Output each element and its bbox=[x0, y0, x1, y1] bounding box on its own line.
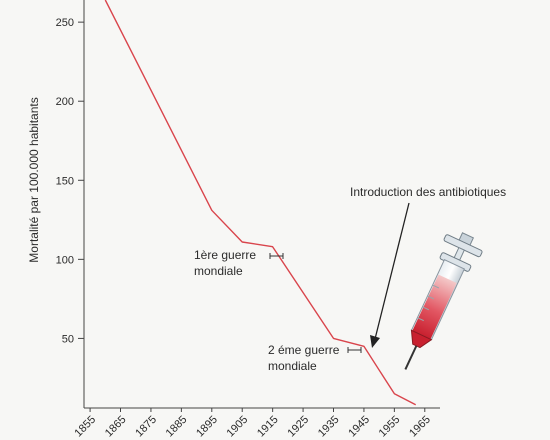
x-tick-label: 1865 bbox=[103, 414, 129, 440]
ww2-range-marker bbox=[347, 347, 362, 353]
annotation-ww2: 2 éme guerre mondiale bbox=[268, 343, 362, 373]
y-tick-label: 200 bbox=[56, 96, 74, 108]
antibiotics-arrow-head bbox=[370, 335, 380, 348]
antibiotics-label: Introduction des antibiotiques bbox=[350, 185, 506, 199]
y-tick-label: 150 bbox=[56, 175, 74, 187]
ww1-range-marker bbox=[269, 253, 284, 259]
y-axis-title: Mortalité par 100.000 habitants bbox=[27, 97, 41, 262]
x-tick-label: 1855 bbox=[72, 414, 98, 440]
x-tick-label: 1885 bbox=[164, 414, 190, 440]
x-tick-label: 1875 bbox=[133, 414, 159, 440]
ww1-label-line2: mondiale bbox=[194, 264, 243, 278]
x-tick-label: 1965 bbox=[407, 414, 433, 440]
y-tick-label: 50 bbox=[62, 333, 74, 345]
antibiotics-arrow-shaft bbox=[374, 202, 410, 340]
x-tick-label: 1925 bbox=[285, 414, 311, 440]
axes bbox=[83, 0, 440, 409]
ww1-label-line1: 1ère guerre bbox=[194, 248, 256, 262]
annotation-ww1: 1ère guerre mondiale bbox=[194, 248, 284, 278]
y-tick-label: 100 bbox=[56, 254, 74, 266]
x-tick-label: 1905 bbox=[225, 414, 251, 440]
x-tick-label: 1915 bbox=[255, 414, 281, 440]
series-line-0 bbox=[104, 0, 417, 406]
x-tick-label: 1935 bbox=[316, 414, 342, 440]
y-ticks: 50 100 150 200 250 bbox=[56, 17, 84, 345]
syringe-illustration bbox=[404, 232, 483, 370]
x-tick-label: 1955 bbox=[377, 414, 403, 440]
x-ticks: 1855 1865 1875 1885 1895 1905 1915 1925 1935 1945… bbox=[72, 408, 433, 440]
ww2-label-line2: mondiale bbox=[268, 359, 317, 373]
ww2-label-line1: 2 éme guerre bbox=[268, 343, 340, 357]
y-tick-label: 250 bbox=[56, 17, 74, 29]
x-tick-label: 1895 bbox=[194, 414, 220, 440]
x-tick-label: 1945 bbox=[346, 414, 372, 440]
annotation-antibiotics: Introduction des antibiotiques bbox=[350, 185, 506, 348]
series-layer bbox=[104, 0, 417, 406]
